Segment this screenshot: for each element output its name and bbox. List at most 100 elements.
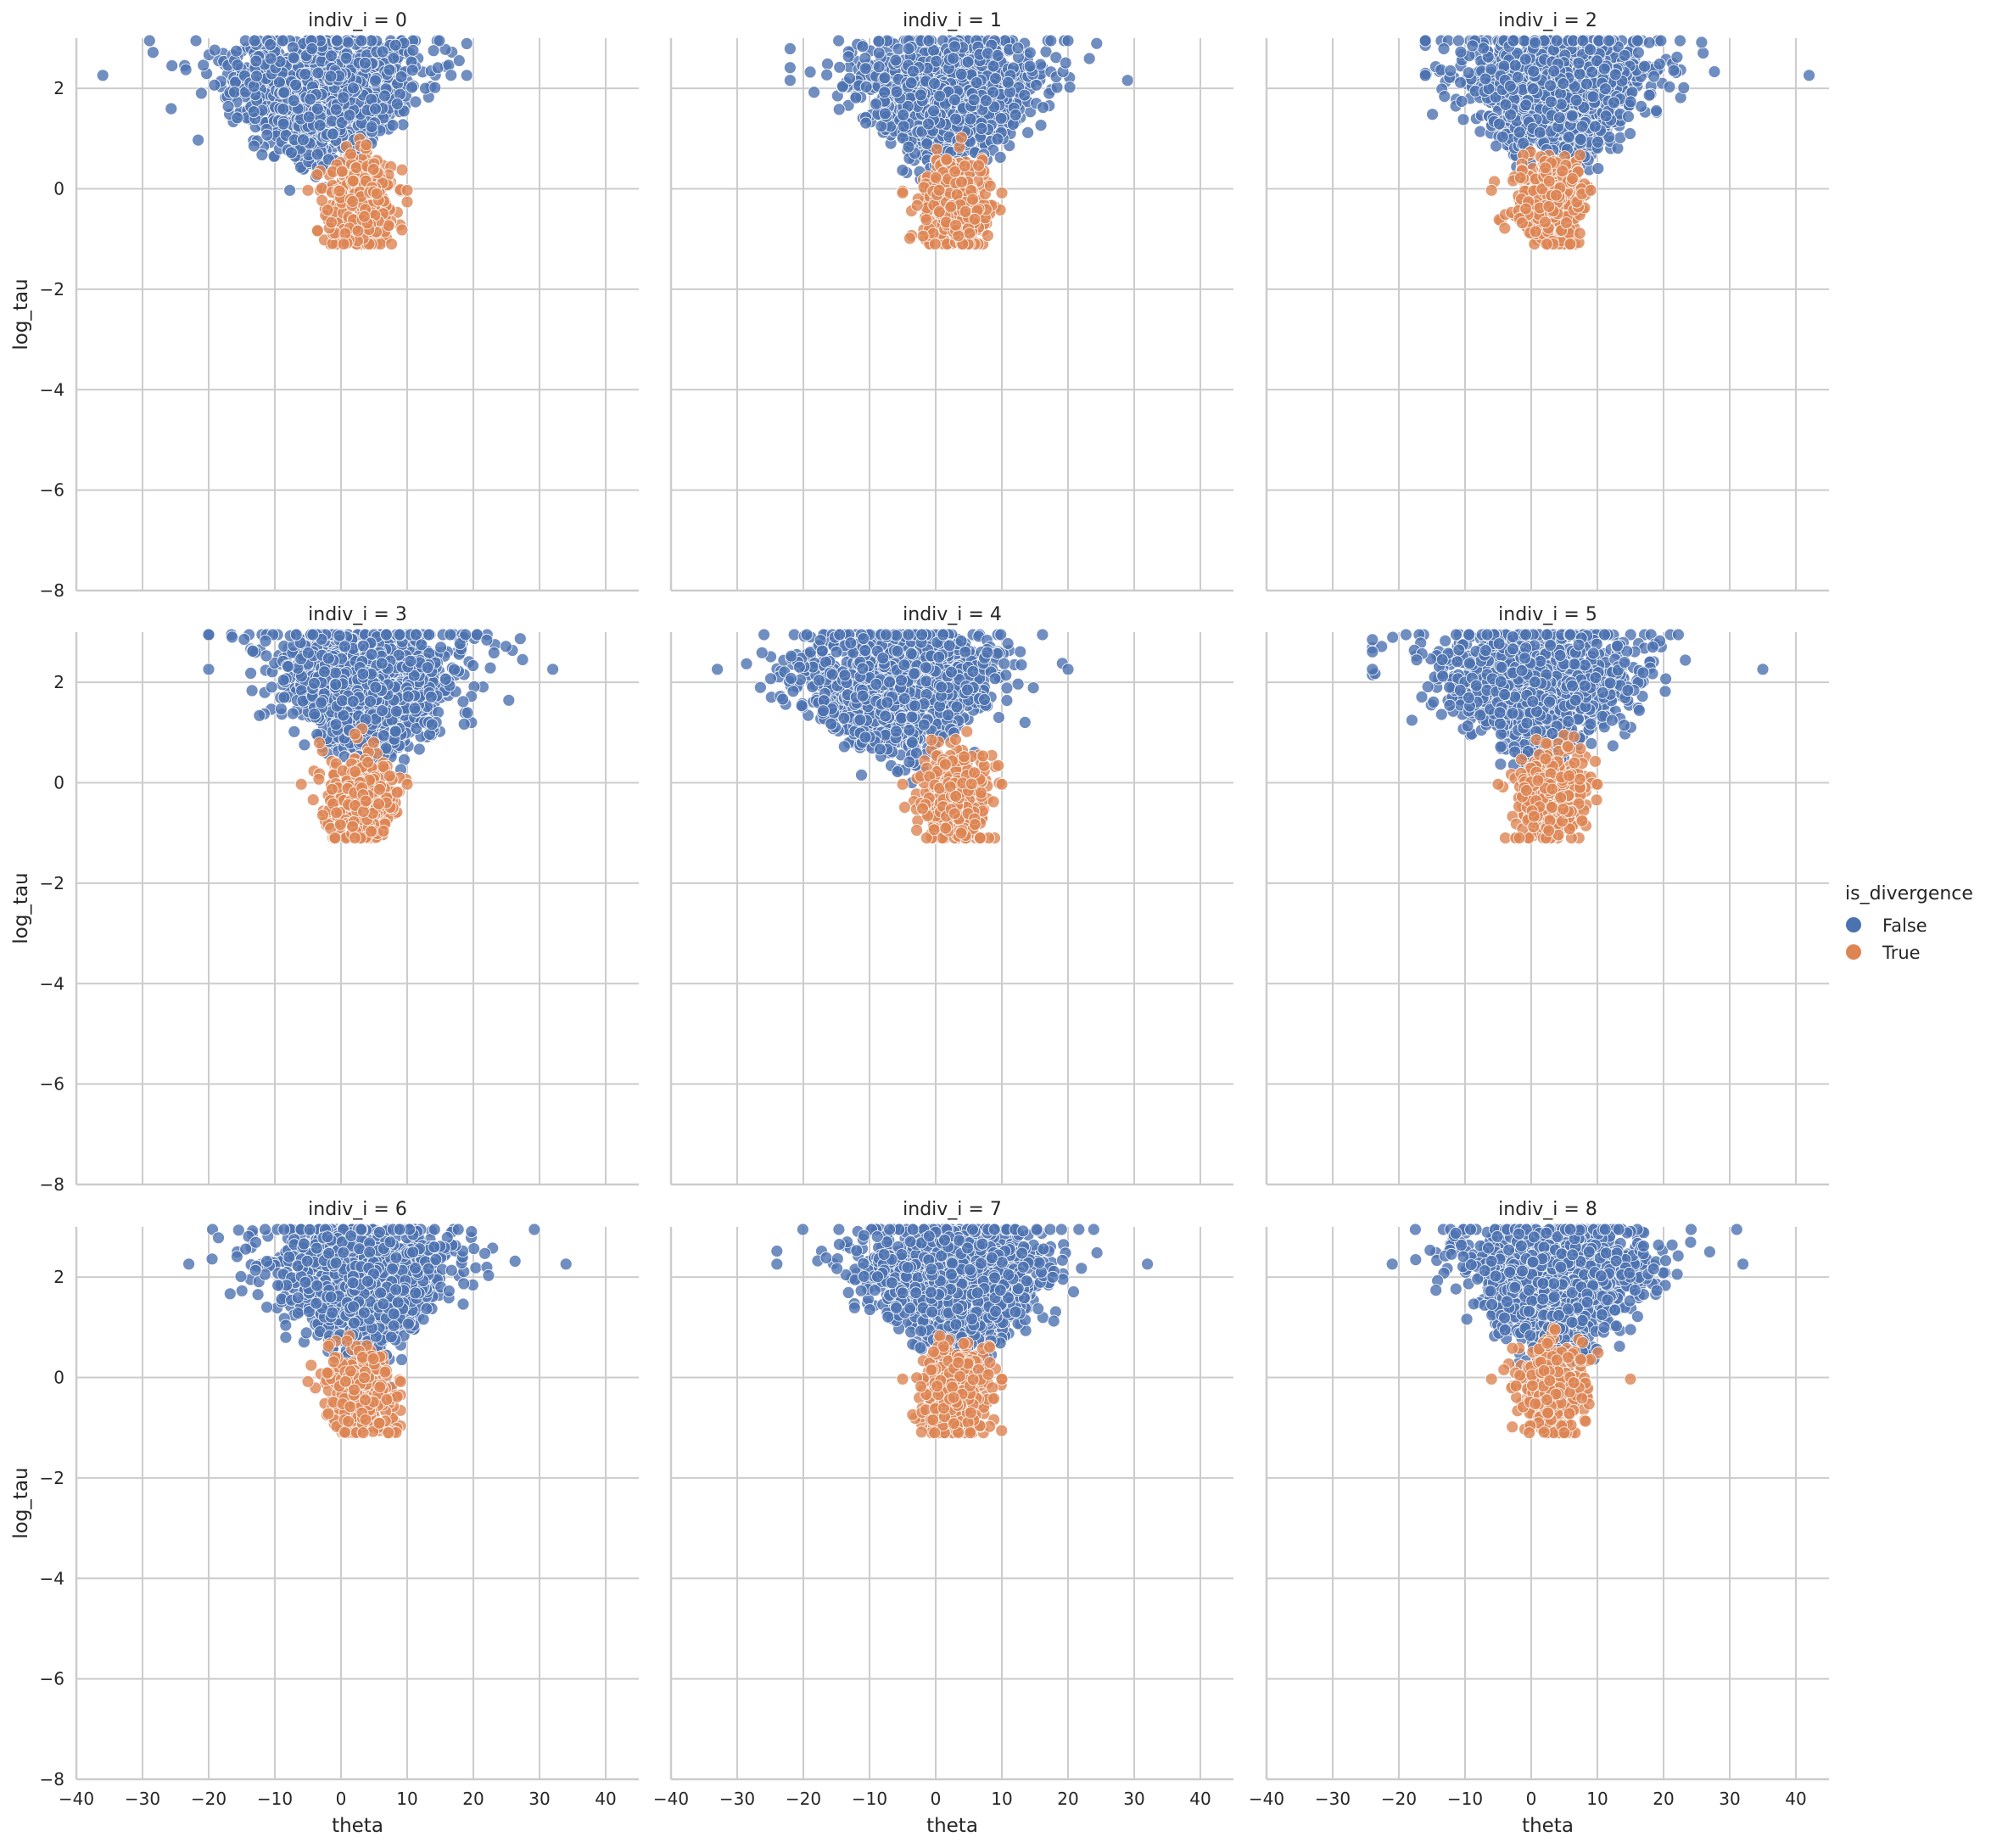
point-true [310, 168, 324, 182]
point-false [326, 127, 339, 141]
point-false [1630, 34, 1644, 48]
point-false [277, 117, 290, 131]
point-false [165, 102, 178, 115]
point-false [1001, 76, 1015, 89]
point-false [842, 50, 855, 64]
point-false [277, 103, 290, 115]
point-false [856, 40, 870, 53]
point-true [333, 184, 346, 198]
point-true [944, 200, 958, 214]
point-true [949, 218, 962, 232]
point-true [351, 224, 365, 238]
point-false [896, 164, 909, 177]
point-true [952, 229, 965, 243]
point-false [961, 55, 975, 69]
point-false [904, 76, 918, 90]
point-true [920, 213, 933, 227]
point-false [299, 67, 312, 81]
point-false [287, 51, 300, 64]
point-false [96, 69, 109, 82]
point-false [369, 102, 382, 115]
point-false [189, 34, 203, 48]
point-false [808, 86, 820, 99]
point-true [995, 186, 1009, 199]
point-false [283, 183, 297, 197]
point-true [400, 183, 414, 197]
point-true [350, 161, 363, 175]
y-axis-label: log_tau [10, 278, 32, 350]
point-false [228, 86, 241, 98]
point-true [966, 193, 979, 206]
point-false [833, 60, 847, 74]
point-false [1034, 119, 1048, 132]
point-true [916, 229, 930, 243]
point-false [296, 133, 310, 147]
point-false [276, 34, 289, 48]
point-true [929, 171, 942, 184]
point-false [1418, 34, 1432, 48]
point-false [902, 42, 915, 55]
point-false [1642, 36, 1656, 49]
point-false [289, 78, 303, 92]
point-false [179, 63, 193, 76]
point-false [970, 76, 983, 89]
point-false [427, 44, 440, 58]
y-tick-label: 0 [53, 179, 64, 199]
point-false [368, 74, 382, 87]
point-true [959, 204, 972, 218]
point-true [395, 223, 409, 237]
point-false [1635, 99, 1647, 113]
y-tick-label: −6 [40, 480, 64, 501]
point-false [311, 66, 325, 80]
point-false [922, 117, 935, 131]
point-false [878, 71, 892, 85]
point-false [405, 81, 419, 94]
point-false [1011, 42, 1025, 54]
point-false [1021, 126, 1034, 139]
point-true [955, 131, 968, 144]
point-false [784, 42, 797, 55]
point-true [366, 163, 380, 176]
point-false [194, 87, 208, 100]
point-false [878, 86, 892, 99]
point-true [400, 195, 414, 209]
point-false [165, 59, 179, 72]
point-true [932, 204, 946, 218]
point-false [231, 59, 244, 71]
point-false [249, 54, 263, 68]
point-false [897, 109, 910, 121]
point-false [1438, 90, 1451, 103]
point-false [250, 70, 263, 83]
point-false [1082, 52, 1096, 65]
point-false [890, 85, 903, 98]
point-false [947, 52, 959, 65]
point-false [313, 119, 327, 132]
point-false [1611, 142, 1625, 155]
point-true [928, 238, 942, 251]
point-false [285, 146, 298, 160]
point-false [993, 150, 1007, 164]
point-false [987, 59, 1000, 73]
point-false [1050, 81, 1064, 94]
point-false [231, 111, 244, 125]
point-false [428, 81, 442, 94]
point-false [355, 34, 368, 48]
point-false [1457, 113, 1470, 126]
point-false [870, 98, 882, 111]
point-false [197, 59, 210, 72]
point-false [389, 38, 402, 52]
point-true [325, 216, 338, 229]
point-true [301, 183, 315, 197]
point-false [387, 52, 400, 64]
point-true [931, 143, 943, 156]
point-false [230, 44, 243, 58]
point-false [346, 81, 360, 95]
point-false [1663, 81, 1676, 93]
point-false [821, 58, 834, 70]
point-false [329, 103, 343, 116]
point-false [914, 88, 927, 102]
point-true [982, 229, 994, 243]
point-false [305, 42, 319, 55]
point-false [991, 132, 1004, 146]
